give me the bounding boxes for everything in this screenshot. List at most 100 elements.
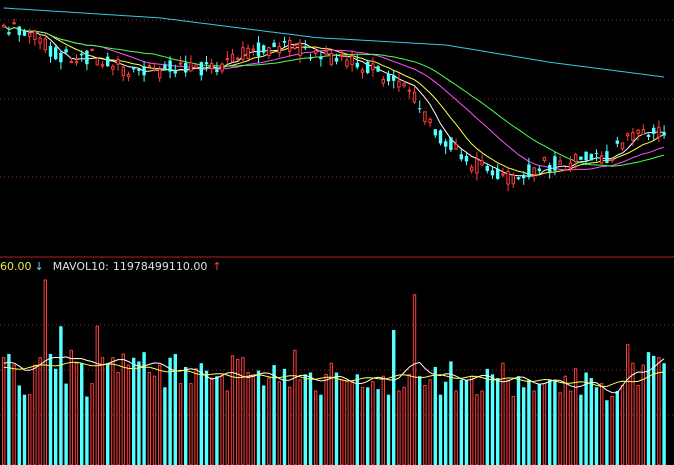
volume-bar-down [215,376,219,465]
volume-bar-up [95,325,99,465]
volume-bar-up [293,349,297,465]
candle-down [584,151,588,161]
candle-up [236,57,240,60]
candle-up [230,53,235,63]
volume-bar-down [548,379,552,465]
candle-down [80,53,84,56]
volume-bar-down [662,363,666,465]
volume-bar-down [646,352,651,465]
volume-bar-up [558,392,562,465]
volume-bar-up [511,396,515,465]
volume-bar-up [407,373,412,465]
volume-bar-down [64,383,68,465]
volume-bar-down [308,372,313,465]
candle-up [277,46,282,54]
ma60-line [3,7,665,78]
volume-bar-down [355,374,359,465]
mavol5-line [3,356,665,394]
candle-up [314,50,318,54]
candle-up [241,47,245,61]
volume-bar-up [152,375,157,465]
volume-bar-down [418,376,422,465]
volume-bar-down [652,355,656,465]
volume-bar-up [620,384,625,465]
candle-up [428,118,432,124]
volume-bar-up [194,368,198,465]
volume-bar-down [334,372,339,465]
volume-bar-up [12,364,16,465]
volume-bar-up [600,383,604,465]
volume-moving-averages [3,356,665,394]
volume-bar-up [2,357,6,465]
candle-down [516,177,521,180]
candle-up [189,62,193,72]
volume-bar-up [360,386,365,465]
volume-bar-up [329,362,334,465]
volume-bar-down [464,379,469,465]
volume-bar-down [516,376,521,465]
candle-up [33,30,37,40]
candle-up [563,169,567,172]
volume-bar-down [22,394,27,465]
volume-bar-up [532,390,536,465]
candle-down [527,164,531,178]
volume-bar-down [199,363,203,465]
volume-bar-up [402,386,406,465]
candlesticks [2,18,666,192]
candle-down [17,26,21,36]
candle-down [215,69,219,72]
candle-up [126,73,131,78]
volume-bar-up [43,279,47,465]
candle-up [480,160,484,166]
candle-down [444,141,448,147]
mavol10-label: MAVOL10: [52,260,109,273]
candle-up [397,80,401,88]
volume-bar-up [246,372,250,465]
candle-up [210,63,214,70]
volume-bar-up [277,381,282,465]
volume-bar-down [282,368,287,465]
candle-up [74,60,79,64]
ma10-line [3,24,665,176]
candle-down [262,45,266,53]
candle-down [85,50,89,65]
candle-up [12,22,16,25]
candle-up [511,174,515,185]
candle-down [449,137,453,150]
candle-up [350,55,354,66]
volume-bar-up [69,349,73,465]
volume-bar-down [142,352,146,465]
candle-up [69,61,73,64]
candle-down [355,62,359,68]
ma30-line [3,24,665,167]
candle-up [178,62,183,65]
candle-up [532,167,536,176]
candle-down [64,49,68,53]
candle-up [636,129,640,134]
candle-up [246,47,250,60]
volume-bar-up [475,394,479,465]
candle-down [464,155,469,162]
candle-up [475,158,479,174]
candle-up [542,156,547,161]
candle-down [537,168,541,172]
volume-bar-up [506,379,510,465]
volume-bar-up [298,379,302,465]
volume-bar-down [444,381,448,465]
candle-down [308,57,313,59]
candle-down [605,151,609,163]
candle-up [470,166,474,172]
volume-bar-up [350,381,354,465]
volume-bar-up [610,396,614,465]
volume-bar-up [480,390,484,465]
candle-down [615,140,619,144]
volume-value: 60.00 [0,260,32,273]
volume-bar-up [542,383,547,465]
volume-bar-up [568,390,573,465]
candle-down [418,108,422,110]
candle-up [38,37,42,44]
candle-up [340,54,344,57]
mavol10-line [3,361,665,388]
candle-down [163,64,167,70]
